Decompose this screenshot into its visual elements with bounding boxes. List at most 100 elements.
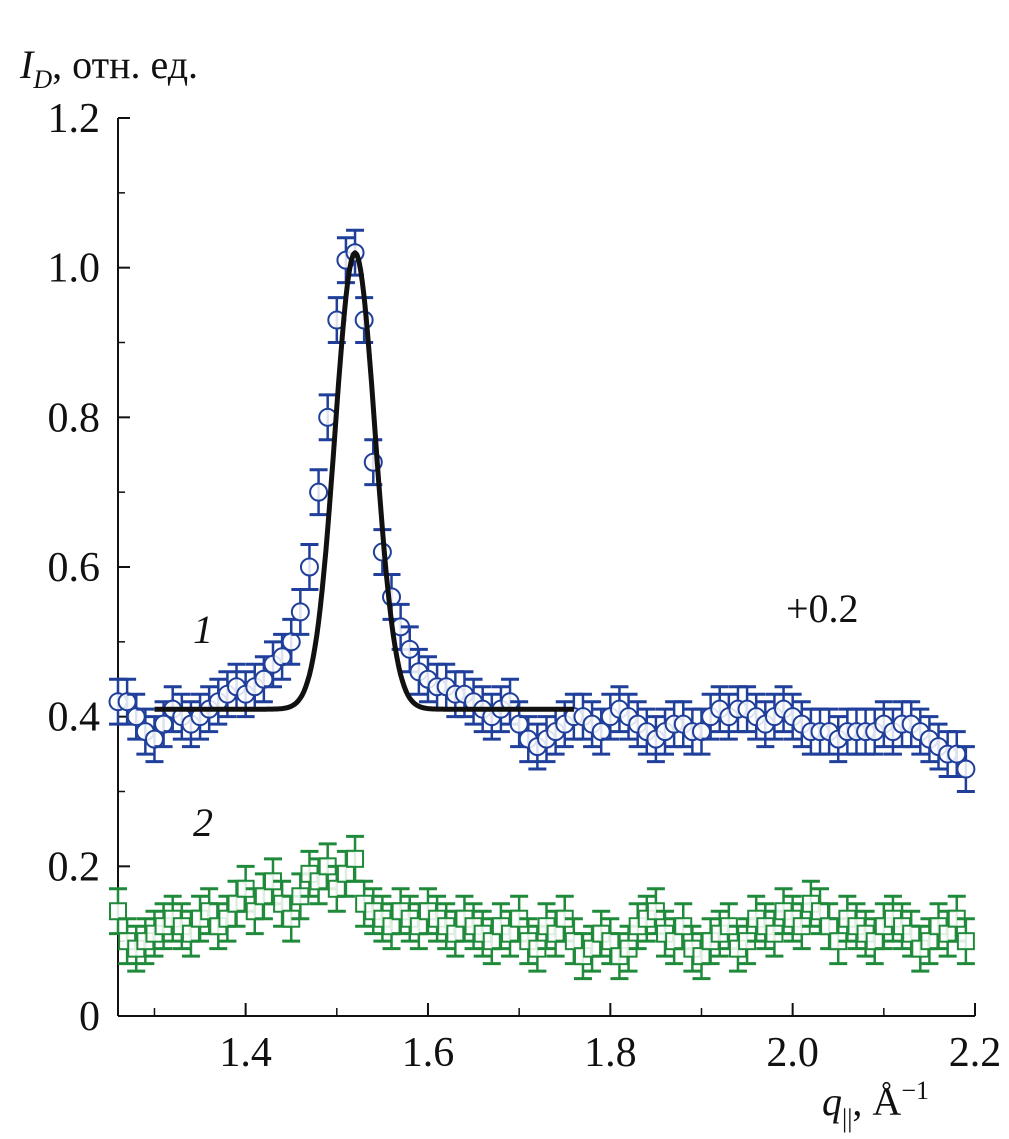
data-point <box>573 932 592 981</box>
x-axis-symbol: q <box>822 1079 842 1124</box>
square-marker <box>181 924 200 943</box>
data-point <box>109 887 127 936</box>
circle-marker <box>947 744 967 764</box>
data-point <box>792 902 811 951</box>
data-point <box>501 909 520 958</box>
data-point <box>856 909 875 958</box>
series-2-layer <box>109 834 975 981</box>
data-point <box>719 902 738 951</box>
circle-marker <box>309 482 329 502</box>
data-point <box>254 655 274 704</box>
data-point <box>318 393 338 442</box>
square-marker <box>227 894 246 913</box>
data-point <box>819 707 839 756</box>
square-marker <box>409 917 428 936</box>
square-marker <box>546 924 565 943</box>
data-point <box>437 902 456 951</box>
data-point <box>683 924 702 973</box>
data-point <box>500 677 520 726</box>
x-axis-label: q||, Å−1 <box>822 1076 929 1133</box>
data-point <box>473 909 492 958</box>
square-marker <box>218 909 237 928</box>
square-marker <box>245 902 264 921</box>
data-point <box>327 864 346 913</box>
x-tick-label: 2.0 <box>766 1030 819 1076</box>
data-point <box>181 909 200 958</box>
series-1-layer <box>108 228 976 793</box>
square-marker <box>564 932 583 951</box>
y-tick-label: 0.8 <box>48 395 101 441</box>
square-marker <box>865 932 884 951</box>
y-tick-label: 0.4 <box>48 695 101 741</box>
fit-curve <box>153 250 575 712</box>
data-point <box>865 917 884 966</box>
y-axis-subscript: D <box>32 65 52 94</box>
x-tick-label: 2.2 <box>949 1030 1002 1076</box>
square-marker <box>482 932 501 951</box>
y-axis-label: ID, отн. ед. <box>19 42 198 94</box>
curve-1-label: 1 <box>193 607 213 652</box>
data-point <box>555 894 574 943</box>
circle-marker <box>281 632 301 652</box>
circle-marker <box>290 602 310 622</box>
data-point <box>236 864 255 913</box>
circle-marker <box>691 722 711 742</box>
circle-marker <box>272 647 292 667</box>
square-marker <box>336 864 355 883</box>
y-tick-label: 0.6 <box>48 545 101 591</box>
data-point <box>628 902 647 951</box>
data-point <box>346 834 365 883</box>
square-marker <box>309 872 328 891</box>
y-tick-label: 1.2 <box>48 96 101 142</box>
fit-curve-layer <box>153 250 575 712</box>
data-point <box>774 887 793 936</box>
data-point <box>573 692 593 741</box>
x-tick-label: 1.6 <box>402 1030 455 1076</box>
square-marker <box>665 932 684 951</box>
square-marker <box>902 924 921 943</box>
y-tick-label: 1.0 <box>48 246 101 292</box>
square-marker <box>820 917 839 936</box>
y-tick-label: 0 <box>79 994 100 1040</box>
square-marker <box>601 932 620 951</box>
x-axis-subscript: || <box>842 1104 852 1133</box>
y-tick-label: 0.2 <box>48 844 101 890</box>
x-axis-exponent: −1 <box>901 1076 929 1105</box>
data-point <box>956 745 976 793</box>
circle-marker <box>509 714 529 734</box>
circle-marker <box>299 557 319 577</box>
square-marker <box>956 932 975 951</box>
data-point <box>601 917 620 966</box>
square-marker <box>583 939 602 958</box>
square-marker <box>254 887 273 906</box>
square-marker <box>811 902 830 921</box>
data-point <box>510 894 529 943</box>
square-marker <box>382 917 401 936</box>
data-point <box>336 849 355 898</box>
ticks: 1.4 1.6 1.8 2.0 2.2 0 0.2 0.4 0.6 0.8 1.0 1.2 <box>48 96 1002 1076</box>
circle-marker <box>591 722 611 742</box>
square-marker <box>938 924 957 943</box>
circle-marker <box>126 707 146 727</box>
x-tick-label: 1.4 <box>219 1030 272 1076</box>
data-point <box>309 857 328 906</box>
square-marker <box>327 879 346 898</box>
data-point <box>947 894 966 943</box>
data-point <box>273 879 292 928</box>
square-marker <box>446 924 465 943</box>
data-point <box>482 917 501 966</box>
data-point <box>564 917 583 966</box>
data-point <box>309 468 329 517</box>
data-point <box>956 917 975 966</box>
offset-label: +0.2 <box>786 586 859 631</box>
square-marker <box>109 902 127 921</box>
square-marker <box>920 932 939 951</box>
square-marker <box>692 947 711 966</box>
data-point <box>528 924 547 973</box>
square-marker <box>200 902 219 921</box>
data-point <box>299 543 319 591</box>
square-marker <box>273 894 292 913</box>
circle-marker <box>956 759 976 779</box>
y-axis-unit: , отн. ед. <box>52 42 198 87</box>
